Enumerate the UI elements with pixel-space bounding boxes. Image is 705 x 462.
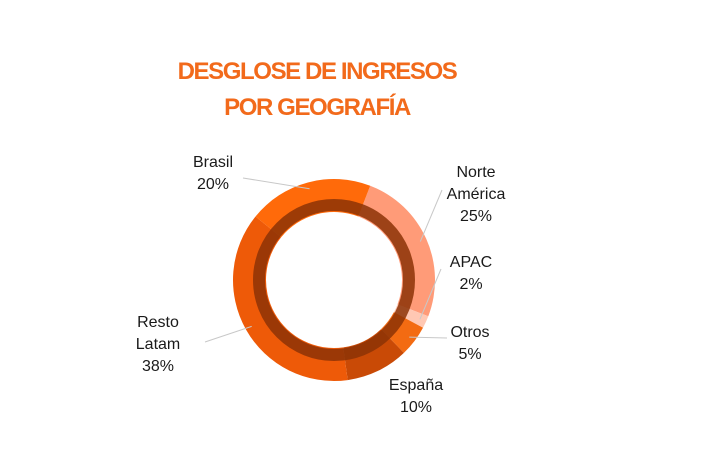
label-value: 38% [142,358,174,375]
label-value: 10% [400,399,432,416]
data-label-apac: APAC 2% [450,254,492,293]
data-label-norte-america: Norte América 25% [447,164,506,225]
slice-espana [343,329,404,381]
label-value: 2% [459,276,482,293]
inner-ring [253,199,415,361]
label-value: 5% [458,346,481,363]
label-value: 25% [460,208,492,225]
donut-hole [267,213,401,347]
label-name-line: España [389,377,443,394]
data-label-otros: Otros 5% [450,324,489,363]
label-name-line: Resto [137,314,179,331]
label-name-line: Norte [456,164,495,181]
leader-line-resto-latam [204,325,252,343]
data-labels: Norte América 25% APAC 2% Otros 5% España 10% Res… [136,154,506,416]
leader-lines [204,177,448,343]
leader-line-otros [409,336,448,339]
inner-shadow-ring [253,199,415,361]
leader-line-brasil [242,177,310,190]
chart-title-line-2: POR GEOGRAFÍA [224,94,411,121]
label-name-line: América [447,186,506,203]
label-name-line: Latam [136,336,180,353]
label-name-line: Brasil [193,154,233,171]
label-value: 20% [197,176,229,193]
data-label-resto-latam: Resto Latam 38% [136,314,180,375]
label-name-line: Otros [450,324,489,341]
leader-line-norte-america [419,189,443,242]
data-label-brasil: Brasil 20% [193,154,233,193]
label-name-line: APAC [450,254,492,271]
chart-title-line-1: DESGLOSE DE INGRESOS [177,58,458,85]
data-label-espana: España 10% [389,377,443,416]
leader-line-apac [419,268,442,320]
